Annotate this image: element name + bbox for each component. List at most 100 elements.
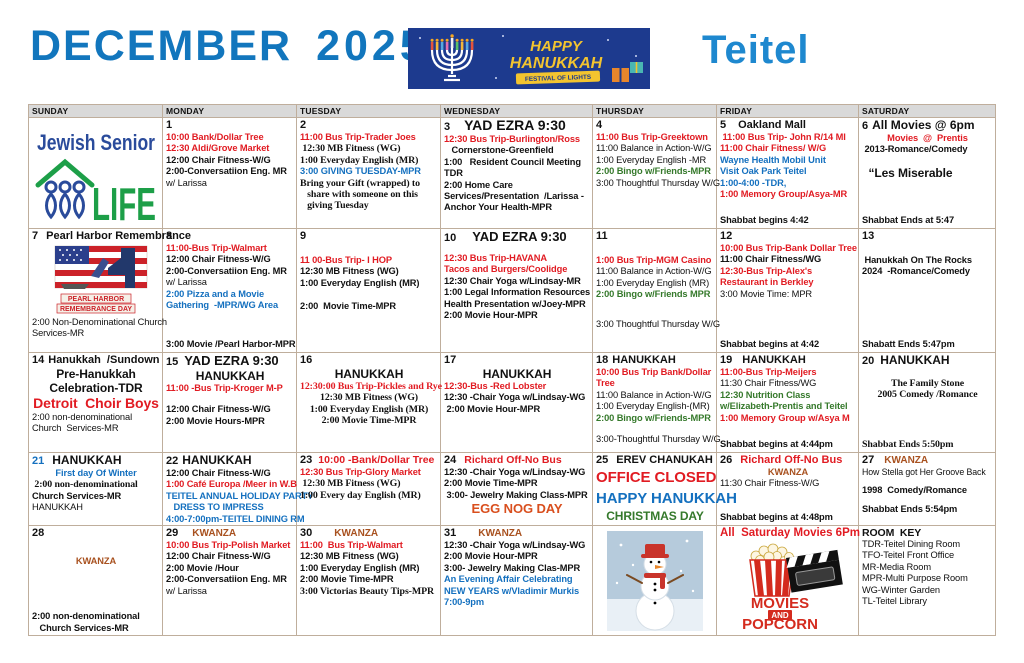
date-number: 16	[300, 354, 313, 366]
cell-heading: YAD EZRA 9:30	[464, 117, 566, 133]
event-line: w/ Larissa	[166, 277, 207, 288]
event-line: 1:00-4:00 -TDR,	[720, 177, 787, 188]
cell-head: 11	[596, 230, 714, 243]
cell-head: 29 KWANZA	[166, 527, 294, 540]
date-number: 30	[300, 527, 313, 539]
event-line: 12:30 MB Fitness (WG)	[300, 478, 401, 490]
event-line: 1:00 Everyday English (MR)	[309, 403, 429, 415]
event-line: 2:00 Movie /Hour	[166, 562, 239, 573]
event-line: 2:00 non-denominational	[32, 479, 138, 491]
event-line: 1:00 Everyday English -MR	[596, 154, 707, 165]
event-line: 12:00 Chair Fitness-W/G	[166, 468, 271, 478]
date-number: 14	[32, 354, 45, 366]
event-line: 12:30-Bus -Red Lobster	[444, 381, 547, 391]
cell-heading: HANUKKAH	[742, 354, 806, 366]
event-line: 2:00 Movie Hour-MPR	[444, 551, 538, 562]
cell-head: 19 HANUKKAH	[720, 354, 856, 367]
event-line: WG-Winter Garden	[862, 584, 940, 595]
event-line: Shabbat Ends 5:50pm	[862, 438, 954, 450]
svg-text:LIFE: LIFE	[92, 178, 156, 224]
date-number: 20	[862, 355, 875, 367]
day-cell-dec-27: 27 KWANZA How Stella got Her Groove Back 19…	[859, 453, 996, 526]
event-line: 11:00 Chair Fitness/ W/G	[720, 143, 827, 154]
calendar-cell: All Saturday Movies 6Pm MOVIES AND POPCO…	[717, 526, 860, 636]
event-line: 2:00 Non-Denominational Church	[32, 317, 167, 327]
event-line: Shabbat begins at 4:44pm	[720, 438, 833, 449]
event-line: 2013-Romance/Comedy	[862, 144, 968, 155]
cell-heading: 10:00 -Bank/Dollar Tree	[318, 454, 435, 466]
event-line: 1:00 Everyday English (MR)	[596, 277, 710, 288]
date-number: 10	[444, 232, 457, 244]
event-line: 10:00 Bus Trip-Bank Dollar Tree	[720, 243, 857, 253]
day-cell-dec-21: 21 HANUKKAH First day Of Winter 2:00 non-d…	[29, 453, 163, 526]
event-line: HANUKKAH	[482, 367, 552, 381]
cell-head: 23 10:00 -Bank/Dollar Tree	[300, 454, 438, 467]
svg-text:HANUKKAH: HANUKKAH	[510, 55, 603, 72]
date-number: 11	[596, 230, 608, 242]
day-header-monday: MONDAY	[163, 105, 297, 118]
event-line: 11:30 Chair Fitness/WG	[720, 378, 817, 389]
cell-head: 14 Hanukkah /Sundown	[32, 354, 160, 367]
event-line: 1:00 Café Europa /Meer in W.B	[166, 479, 297, 490]
event-line: CHRISTMAS DAY	[606, 509, 704, 523]
spacer	[166, 311, 294, 338]
event-line: 4:00-7:00pm-TEITEL DINING RM	[166, 513, 305, 524]
date-number: 26	[720, 454, 733, 466]
event-line: 2:00 Movie Time-MPR	[444, 478, 538, 489]
svg-text:MOVIES: MOVIES	[751, 595, 809, 612]
spacer	[720, 490, 856, 512]
date-number: 18	[596, 354, 609, 366]
cell-head: 28	[32, 527, 160, 540]
cell-head: 24 Richard Off-No Bus	[444, 454, 590, 467]
event-line: 2:00-Conversatiion Eng. MR	[166, 265, 287, 276]
event-line: w/Elizabeth-Prentis and Teitel	[720, 401, 848, 412]
event-line: 2024 -Romance/Comedy	[862, 266, 970, 277]
day-cell-dec-7: 7 Pearl Harbor Remembrance PEARL HARBOR R…	[29, 229, 191, 353]
cell-head: 20 HANUKKAH	[862, 354, 993, 368]
date-number: 29	[166, 527, 179, 539]
event-line: 3:00-Thoughtful Thursday W/G	[596, 434, 721, 445]
event-line: 12:00 Chair Fitness-W/G	[166, 254, 271, 265]
event-line: 2:00 Movie Time-MPR	[300, 301, 396, 312]
event-line: share with someone on this	[300, 189, 418, 201]
cell-head: 12	[720, 230, 856, 243]
cell-heading: HANUKKAH	[182, 453, 252, 467]
event-line: ROOM KEY	[862, 527, 922, 539]
event-line: Detroit Choir Boys	[33, 395, 159, 411]
event-line: 2:00 Home Care	[444, 179, 513, 190]
day-header-tuesday: TUESDAY	[297, 105, 441, 118]
spacer	[862, 278, 993, 339]
day-cell-dec-6: 6 All Movies @ 6pm Movies @ Prentis 2013-R…	[859, 118, 996, 229]
cell-head: All Saturday Movies 6Pm	[720, 527, 860, 540]
event-line: Celebration-TDR	[49, 381, 143, 395]
event-line: 3:00 Movie Time: MPR	[720, 288, 813, 299]
event-line: 11:30 Chair Fitness-W/G	[720, 478, 820, 489]
event-line: 12:30 Bus Trip-Burlington/Ross	[444, 134, 580, 144]
event-line: 10:00 Bus Trip-Polish Market	[166, 540, 291, 550]
svg-text:Jewish Senior: Jewish Senior	[37, 130, 155, 155]
event-line: MPR-Multi Purpose Room	[862, 573, 968, 584]
date-number: 21	[32, 455, 45, 467]
event-line: EGG NOG DAY	[471, 501, 563, 517]
event-line: First day Of Winter	[55, 468, 137, 478]
day-cell-dec-4: 4 11:00 Bus Trip-Greektown 11:00 Balance i…	[593, 118, 720, 229]
event-line: 3:00 GIVING TUESDAY-MPR	[300, 166, 421, 177]
event-line: 12:30 Nutrition Class	[720, 389, 811, 400]
day-cell-dec-29: 29 KWANZA 10:00 Bus Trip-Polish Market 12:0…	[163, 526, 297, 636]
event-line: Shabbat Ends at 5:47	[862, 214, 955, 225]
event-line: 2:00 Bingo w/Friends-MPR	[596, 412, 711, 423]
event-line: 11:00 Bus Trip-Walmart	[300, 540, 403, 550]
event-line: 12:30 -Chair Yoga w/Lindsay-WG	[444, 467, 586, 477]
day-cell-dec-3: 3 YAD EZRA 9:30 12:30 Bus Trip-Burlington/…	[441, 118, 593, 229]
event-line: Shabbat Ends 5:54pm	[862, 504, 958, 515]
event-line: 12:00 Chair Fitness-W/G	[166, 551, 271, 562]
event-line: 12:30 MB Fitness (WG)	[300, 143, 401, 155]
event-line: TDR-Teitel Dining Room	[862, 539, 961, 549]
day-header-friday: FRIDAY	[717, 105, 859, 118]
event-line: HANUKKAH	[32, 502, 83, 513]
event-line: Shabatt Ends 5:47pm	[862, 338, 955, 349]
event-line: 10:00 Bank/Dollar Tree	[166, 132, 264, 142]
date-number: 28	[32, 527, 45, 539]
event-line: Gathering -MPR/WG Area	[166, 300, 279, 311]
event-line: Wayne Health Mobil Unit	[720, 154, 826, 165]
